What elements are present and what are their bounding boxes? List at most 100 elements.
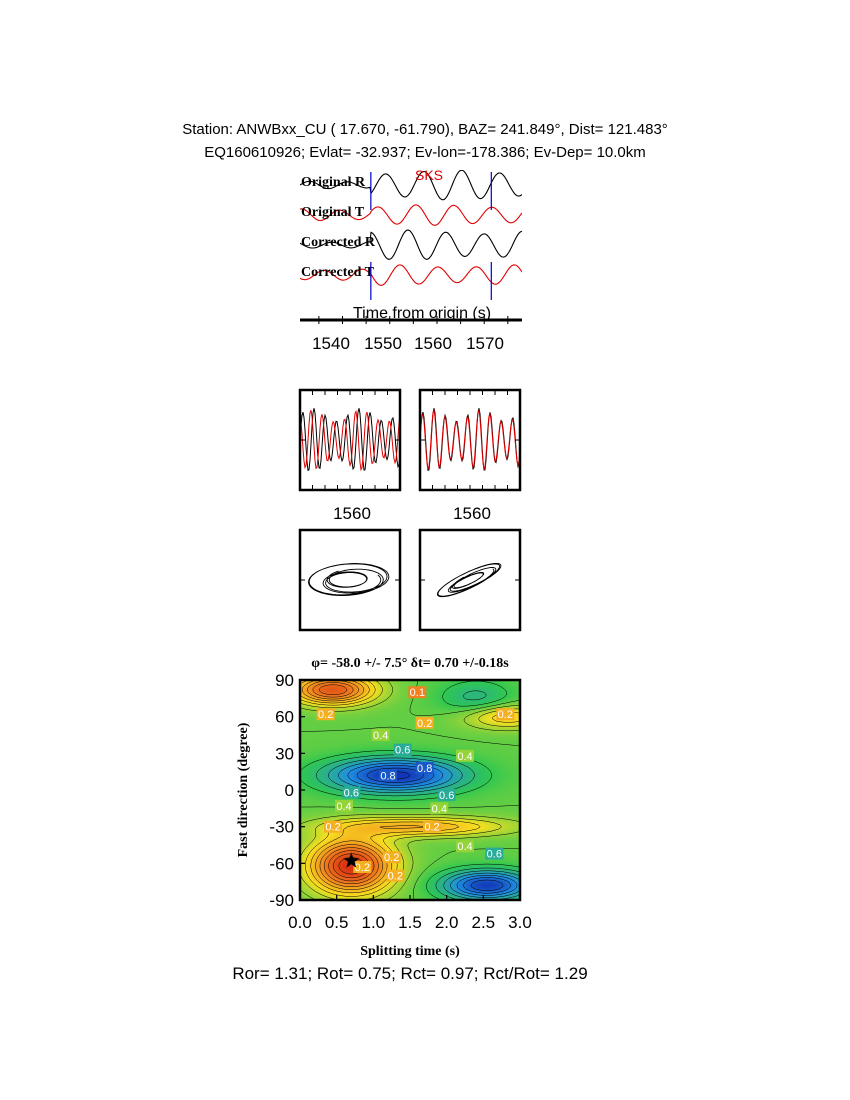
contour-label-box	[335, 799, 353, 812]
trace-tick-label: 1570	[466, 334, 504, 353]
contour-label: 0.2	[318, 709, 333, 721]
best-fit-star	[343, 852, 360, 868]
contour-label-box	[423, 820, 441, 833]
contour-label-box	[496, 708, 515, 721]
contour-label: 0.2	[384, 852, 399, 864]
trace-wave	[300, 204, 522, 226]
contour-label: 0.2	[325, 822, 340, 834]
contour-label: 0.4	[373, 730, 388, 742]
waveform-panel-corrected	[418, 388, 522, 492]
trace-tick-label: 1560	[414, 334, 452, 353]
particle-motion-curve	[308, 563, 390, 596]
waveform-fast	[300, 409, 400, 472]
x-tick-label: 3.0	[508, 913, 532, 932]
contour-label-box	[437, 788, 456, 801]
x-tick-label: 1.0	[362, 913, 386, 932]
contour-label-box	[382, 851, 401, 864]
contour-line	[356, 765, 511, 894]
contour-label: 0.4	[432, 803, 447, 815]
phase-label: SKS	[415, 167, 443, 183]
misfit-title: φ= -58.0 +/- 7.5° δt= 0.70 +/-0.18s	[311, 656, 509, 671]
trace-label-corrected-t: Corrected T	[301, 265, 375, 280]
y-tick-label: -90	[269, 891, 294, 910]
contour-line	[316, 690, 520, 900]
waveform-tick-label: 1560	[453, 504, 491, 523]
y-tick-label: 0	[285, 781, 294, 800]
contour-label-box	[485, 847, 504, 860]
particle-motion-original	[298, 528, 402, 632]
contour-label-box	[408, 686, 427, 699]
contour-label: 0.2	[498, 709, 513, 721]
contour-label: 0.2	[355, 862, 370, 874]
x-tick-label: 1.5	[398, 913, 422, 932]
y-tick-label: 30	[275, 744, 294, 763]
contour-label: 0.4	[336, 801, 351, 813]
waveform-panel-original	[298, 388, 402, 492]
contour-label-box	[415, 716, 434, 729]
particle-motion-corrected	[418, 528, 522, 632]
waveform-slow	[300, 408, 400, 472]
trace-wave	[300, 229, 522, 260]
x-tick-label: 0.5	[325, 913, 349, 932]
trace-tick-label: 1550	[364, 334, 402, 353]
x-axis-label: Splitting time (s)	[360, 944, 460, 959]
contour-label-box	[342, 786, 361, 799]
contour-label-box	[456, 840, 474, 853]
contour-label: 0.2	[417, 718, 432, 730]
contour-label-box	[324, 820, 342, 833]
contour-label: 0.6	[487, 849, 502, 861]
contour-label: 0.6	[344, 787, 359, 799]
x-tick-label: 0.0	[288, 913, 312, 932]
contour-label-box	[430, 802, 449, 815]
contour-label-box	[456, 749, 474, 762]
contour-label-box	[371, 729, 390, 741]
trace-xlabel: Time from origin (s)	[353, 305, 491, 322]
waveform-tick-label: 1560	[333, 504, 371, 523]
contour-line	[300, 680, 520, 900]
contour-label: 0.8	[417, 763, 432, 775]
contour-label-box	[316, 708, 335, 721]
contour-label: 0.8	[380, 770, 395, 782]
x-tick-label: 2.5	[472, 913, 496, 932]
summary-ratios: Ror= 1.31; Rot= 0.75; Rct= 0.97; Rct/Rot…	[232, 964, 587, 983]
contour-label: 0.2	[388, 871, 403, 883]
particle-motion-curve	[436, 562, 502, 598]
contour-line	[347, 762, 518, 896]
y-axis-label: Fast direction (degree)	[236, 722, 251, 857]
contour-label-box	[415, 762, 434, 774]
x-tick-label: 2.0	[435, 913, 459, 932]
contour-label: 0.2	[424, 822, 439, 834]
contour-line	[301, 680, 426, 890]
contour-label-box	[386, 869, 405, 882]
waveform-fast	[420, 408, 520, 472]
contour-label-box	[393, 743, 412, 756]
y-tick-label: -30	[269, 818, 294, 837]
event-header: EQ160610926; Evlat= -32.937; Ev-lon=-178…	[204, 144, 646, 161]
contour-line	[338, 760, 520, 898]
contour-label: 0.4	[457, 751, 472, 763]
trace-label-original-r: Original R	[301, 175, 366, 190]
contour-label-box	[379, 769, 397, 782]
contour-label-box	[353, 861, 372, 873]
contour-line	[307, 680, 383, 887]
trace-wave	[300, 170, 522, 201]
y-tick-label: 60	[275, 708, 294, 727]
contour-line	[301, 680, 520, 900]
trace-panel: Original R Original T Corrected R Correc…	[300, 167, 522, 353]
trace-label-original-t: Original T	[301, 205, 365, 220]
contour-label: 0.1	[410, 687, 425, 699]
station-header: Station: ANWBxx_CU ( 17.670, -61.790), B…	[182, 121, 668, 138]
trace-wave	[300, 264, 522, 286]
contour-line	[312, 682, 379, 885]
contour-line	[319, 684, 375, 882]
trace-tick-label: 1540	[312, 334, 350, 353]
contour-line	[300, 680, 520, 900]
contour-label: 0.6	[395, 745, 410, 757]
y-tick-label: -60	[269, 854, 294, 873]
trace-label-corrected-r: Corrected R	[301, 235, 376, 250]
y-tick-label: 90	[275, 671, 294, 690]
contour-line	[300, 680, 459, 894]
contour-label: 0.4	[457, 841, 472, 853]
contour-label: 0.6	[439, 790, 454, 802]
